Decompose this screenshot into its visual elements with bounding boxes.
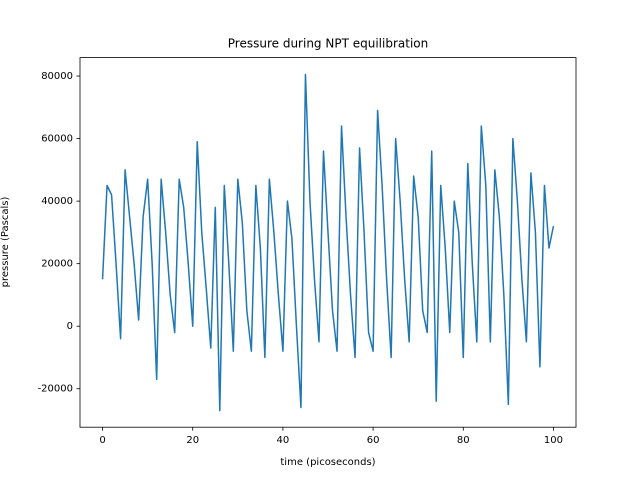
x-tick-label: 0	[99, 435, 105, 446]
chart-title: Pressure during NPT equilibration	[228, 37, 428, 51]
data-line	[101, 73, 555, 412]
x-tick-label: 80	[457, 435, 470, 446]
x-tick-label: 40	[277, 435, 290, 446]
y-tick-label: 0	[67, 321, 73, 332]
x-tick-label: 20	[186, 435, 199, 446]
x-tick-label: 100	[544, 435, 563, 446]
y-tick-label: 20000	[41, 259, 73, 270]
y-tick-label: 60000	[41, 134, 73, 145]
axes-frame	[79, 57, 577, 428]
y-tick-label: -20000	[38, 384, 73, 395]
x-axis-label: time (picoseconds)	[280, 457, 375, 468]
x-tick-label: 60	[367, 435, 380, 446]
y-tick-label: 80000	[41, 71, 73, 82]
y-axis-label: pressure (Pascals)	[0, 197, 11, 288]
y-tick-label: 40000	[41, 196, 73, 207]
